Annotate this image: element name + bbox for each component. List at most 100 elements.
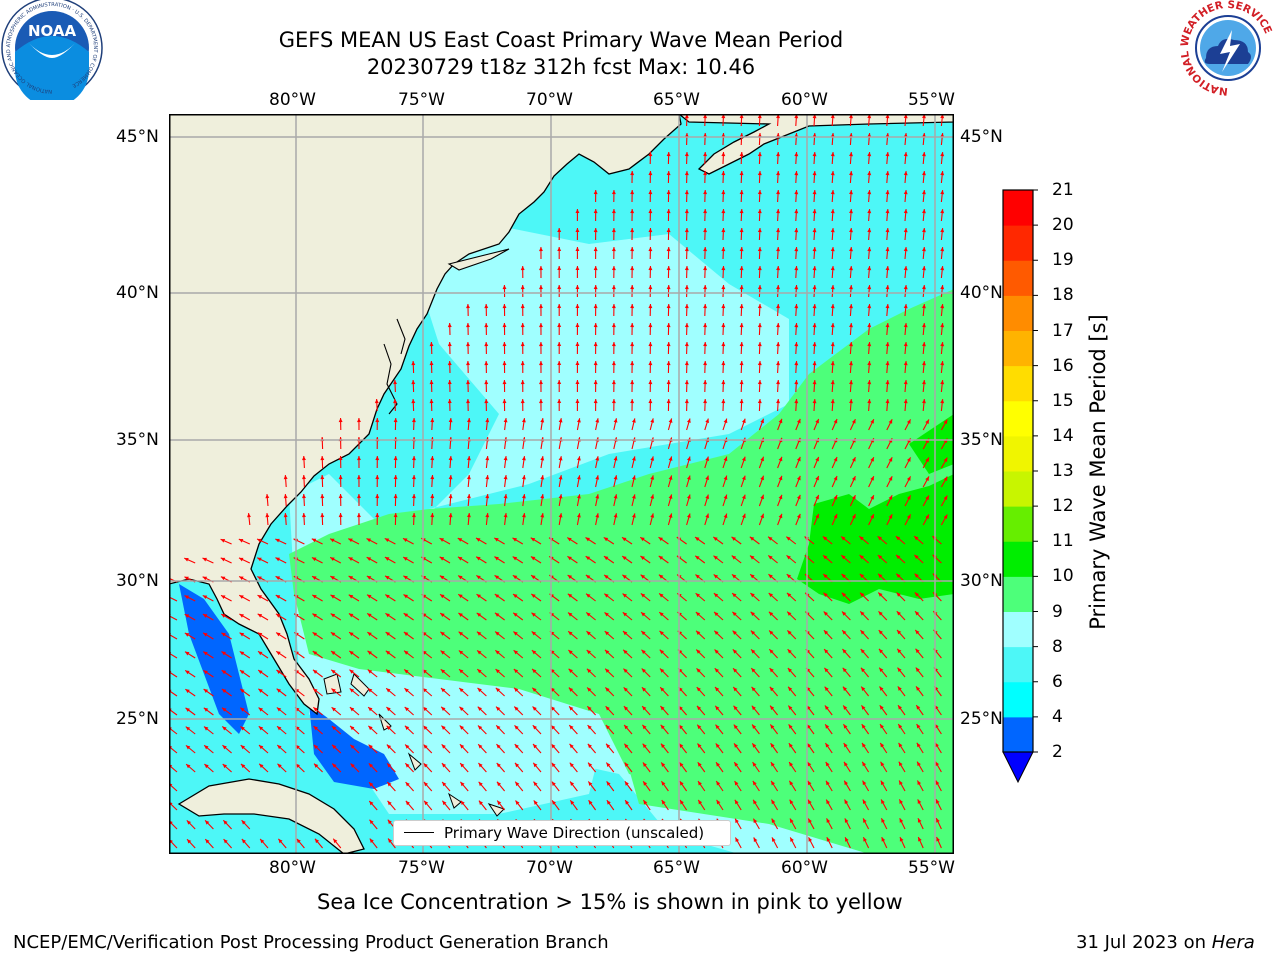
colorbar-tick-label: 6 xyxy=(1052,671,1063,692)
wave-arrow-head xyxy=(514,687,519,692)
wave-arrow-head xyxy=(221,688,227,693)
colorbar-tick-label: 20 xyxy=(1052,215,1074,236)
colorbar-segment xyxy=(1003,681,1033,718)
wave-arrow-head xyxy=(203,632,208,637)
wave-arrow-head xyxy=(585,556,591,561)
wave-arrow-head xyxy=(222,726,227,731)
wave-arrow-head xyxy=(484,304,489,309)
wave-arrow-head xyxy=(666,190,671,195)
wave-arrow-head xyxy=(750,593,755,598)
wave-arrow-head xyxy=(830,171,835,176)
wave-arrow-head xyxy=(502,304,507,309)
wave-arrow-head xyxy=(497,800,502,805)
wave-arrow-head xyxy=(899,799,904,804)
wave-arrow-head xyxy=(387,763,392,768)
wave-arrow-head xyxy=(776,361,781,366)
lon-label-bottom: 75°W xyxy=(398,858,445,878)
wave-arrow-head xyxy=(721,323,726,328)
wave-arrow-head xyxy=(642,706,647,711)
wave-arrow-head xyxy=(859,573,865,579)
wave-arrow-head xyxy=(696,630,701,635)
wave-arrow-head xyxy=(257,576,262,581)
wave-arrow-head xyxy=(753,799,757,805)
wave-arrow-head xyxy=(631,418,636,423)
wave-arrow-head xyxy=(776,171,781,176)
wave-arrow-head xyxy=(203,670,208,675)
wave-arrow-head xyxy=(771,799,776,805)
wave-arrow-head xyxy=(185,707,190,712)
wave-arrow-head xyxy=(750,574,755,579)
wave-arrow-head xyxy=(760,475,764,481)
wave-arrow-head xyxy=(642,743,647,749)
wave-arrow-head xyxy=(849,114,853,119)
wave-arrow-head xyxy=(258,745,264,750)
wave-arrow-head xyxy=(686,475,691,480)
wave-arrow-head xyxy=(557,247,562,252)
wave-arrow-head xyxy=(860,611,865,616)
wave-arrow-head xyxy=(586,631,591,636)
wave-arrow-head xyxy=(503,513,508,518)
legend-line-icon xyxy=(404,832,434,833)
wave-arrow-head xyxy=(385,632,391,636)
wave-arrow-head xyxy=(812,133,817,138)
wave-arrow-head xyxy=(265,494,270,499)
wave-arrow-head xyxy=(867,399,872,404)
wave-arrow-head xyxy=(648,380,653,385)
wave-arrow-head xyxy=(496,781,502,787)
wave-arrow-head xyxy=(258,726,264,731)
wave-arrow-head xyxy=(666,399,671,404)
wave-arrow-head xyxy=(753,818,758,824)
wave-arrow-head xyxy=(240,745,246,750)
wave-arrow-head xyxy=(731,574,737,579)
wave-arrow-head xyxy=(684,152,689,157)
wave-arrow-head xyxy=(751,668,756,673)
wave-arrow-head xyxy=(751,705,756,711)
wave-arrow-head xyxy=(880,724,884,729)
wave-arrow-head xyxy=(411,475,416,480)
wave-arrow-head xyxy=(623,649,628,655)
wave-arrow-head xyxy=(861,724,866,729)
colorbar-segment xyxy=(1003,330,1033,367)
wave-arrow-head xyxy=(849,323,853,328)
wave-arrow-head xyxy=(935,799,940,804)
wave-arrow-head xyxy=(477,706,483,711)
wave-arrow-head xyxy=(844,780,849,786)
wave-arrow-head xyxy=(403,557,408,561)
wave-arrow-head xyxy=(275,576,281,581)
wave-arrow-head xyxy=(721,399,726,404)
wave-arrow-head xyxy=(844,799,849,805)
wave-arrow-head xyxy=(595,494,600,499)
wave-arrow-head xyxy=(386,744,392,749)
wave-arrow-head xyxy=(275,595,281,599)
wave-arrow-head xyxy=(732,649,738,654)
wave-arrow-head xyxy=(940,285,945,290)
lon-label-top: 65°W xyxy=(653,90,700,110)
wave-arrow-head xyxy=(302,456,306,461)
wave-arrow-head xyxy=(771,818,776,824)
wave-arrow-head xyxy=(867,228,872,233)
wave-arrow-head xyxy=(903,247,908,252)
wave-arrow-head xyxy=(441,744,446,749)
wave-arrow-head xyxy=(641,687,647,692)
wave-arrow-head xyxy=(333,838,338,844)
wave-arrow-head xyxy=(940,342,945,347)
wave-arrow-head xyxy=(867,190,872,195)
wave-arrow-head xyxy=(885,323,890,328)
wave-arrow-head xyxy=(423,725,428,730)
wave-arrow-head xyxy=(741,418,746,424)
wave-arrow-head xyxy=(514,744,519,749)
wave-arrow-head xyxy=(478,763,483,768)
wave-arrow-head xyxy=(940,190,945,195)
wave-arrow-head xyxy=(494,612,500,617)
wave-arrow-head xyxy=(557,228,562,233)
wave-arrow-head xyxy=(576,513,581,518)
wave-arrow-head xyxy=(367,613,372,618)
wave-arrow-head xyxy=(870,514,874,519)
wave-arrow-head xyxy=(776,190,781,195)
wave-arrow-head xyxy=(466,361,470,366)
wave-arrow-head xyxy=(760,418,764,424)
wave-arrow-head xyxy=(830,228,835,233)
wave-arrow-head xyxy=(815,475,819,481)
wave-arrow-head xyxy=(283,513,288,518)
wave-arrow-head xyxy=(922,190,926,195)
